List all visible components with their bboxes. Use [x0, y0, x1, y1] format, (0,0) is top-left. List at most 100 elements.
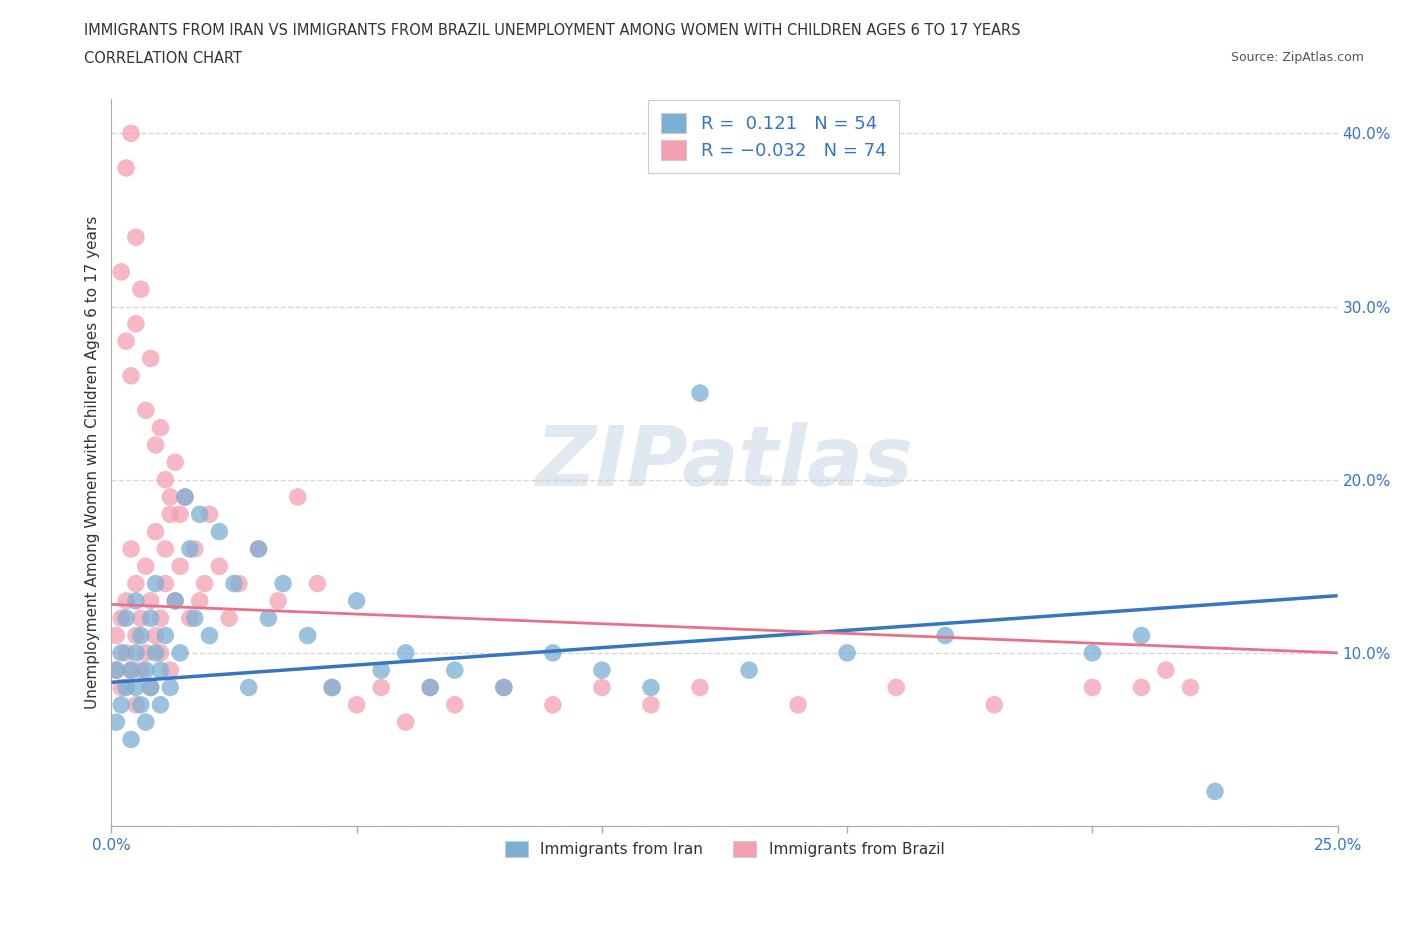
Point [145, 628, 167, 643]
Point [155, 576, 177, 591]
Point [120, 663, 142, 678]
Point [145, 576, 167, 591]
Point [135, 403, 157, 418]
Point [135, 714, 157, 729]
Point [159, 489, 181, 504]
Point [125, 316, 148, 331]
Point [208, 525, 231, 539]
Point [1204, 784, 1226, 799]
Point [591, 680, 613, 695]
Text: ZIPatlas: ZIPatlas [536, 422, 914, 503]
Point [238, 680, 260, 695]
Point [346, 593, 368, 608]
Point [120, 368, 142, 383]
Point [149, 611, 172, 626]
Y-axis label: Unemployment Among Women with Children Ages 6 to 17 years: Unemployment Among Women with Children A… [86, 216, 100, 709]
Point [1081, 680, 1104, 695]
Point [640, 680, 662, 695]
Point [149, 698, 172, 712]
Point [159, 663, 181, 678]
Point [145, 645, 167, 660]
Point [120, 663, 142, 678]
Point [640, 698, 662, 712]
Point [198, 628, 221, 643]
Point [419, 680, 441, 695]
Point [419, 680, 441, 695]
Point [443, 698, 465, 712]
Point [129, 628, 152, 643]
Text: CORRELATION CHART: CORRELATION CHART [84, 51, 242, 66]
Point [184, 611, 207, 626]
Point [149, 420, 172, 435]
Point [105, 663, 128, 678]
Point [271, 576, 294, 591]
Point [395, 645, 418, 660]
Point [115, 645, 138, 660]
Point [169, 559, 191, 574]
Point [139, 611, 162, 626]
Point [934, 628, 956, 643]
Point [346, 698, 368, 712]
Point [492, 680, 515, 695]
Point [247, 541, 270, 556]
Point [165, 455, 187, 470]
Point [218, 611, 240, 626]
Point [120, 732, 142, 747]
Point [135, 663, 157, 678]
Point [395, 714, 418, 729]
Point [125, 593, 148, 608]
Point [135, 645, 157, 660]
Point [1180, 680, 1202, 695]
Point [115, 334, 138, 349]
Point [541, 645, 564, 660]
Point [247, 541, 270, 556]
Point [689, 386, 711, 401]
Point [174, 489, 197, 504]
Point [129, 611, 152, 626]
Point [115, 593, 138, 608]
Point [110, 645, 132, 660]
Point [165, 593, 187, 608]
Text: Source: ZipAtlas.com: Source: ZipAtlas.com [1230, 51, 1364, 64]
Point [1154, 663, 1177, 678]
Point [145, 438, 167, 453]
Point [155, 628, 177, 643]
Point [110, 264, 132, 279]
Point [125, 645, 148, 660]
Point [159, 507, 181, 522]
Point [155, 541, 177, 556]
Point [267, 593, 290, 608]
Point [787, 698, 810, 712]
Point [1081, 645, 1104, 660]
Point [321, 680, 343, 695]
Point [321, 680, 343, 695]
Point [257, 611, 280, 626]
Point [155, 472, 177, 487]
Point [738, 663, 761, 678]
Point [125, 698, 148, 712]
Point [125, 628, 148, 643]
Point [370, 663, 392, 678]
Point [139, 680, 162, 695]
Point [1130, 680, 1153, 695]
Point [689, 680, 711, 695]
Point [135, 559, 157, 574]
Point [541, 698, 564, 712]
Point [139, 351, 162, 365]
Text: IMMIGRANTS FROM IRAN VS IMMIGRANTS FROM BRAZIL UNEMPLOYMENT AMONG WOMEN WITH CHI: IMMIGRANTS FROM IRAN VS IMMIGRANTS FROM … [84, 23, 1021, 38]
Point [591, 663, 613, 678]
Point [169, 645, 191, 660]
Point [370, 680, 392, 695]
Point [222, 576, 245, 591]
Point [198, 507, 221, 522]
Point [884, 680, 907, 695]
Point [297, 628, 319, 643]
Point [287, 489, 309, 504]
Point [188, 507, 211, 522]
Point [145, 525, 167, 539]
Point [165, 593, 187, 608]
Point [105, 714, 128, 729]
Point [129, 282, 152, 297]
Point [110, 611, 132, 626]
Point [120, 126, 142, 140]
